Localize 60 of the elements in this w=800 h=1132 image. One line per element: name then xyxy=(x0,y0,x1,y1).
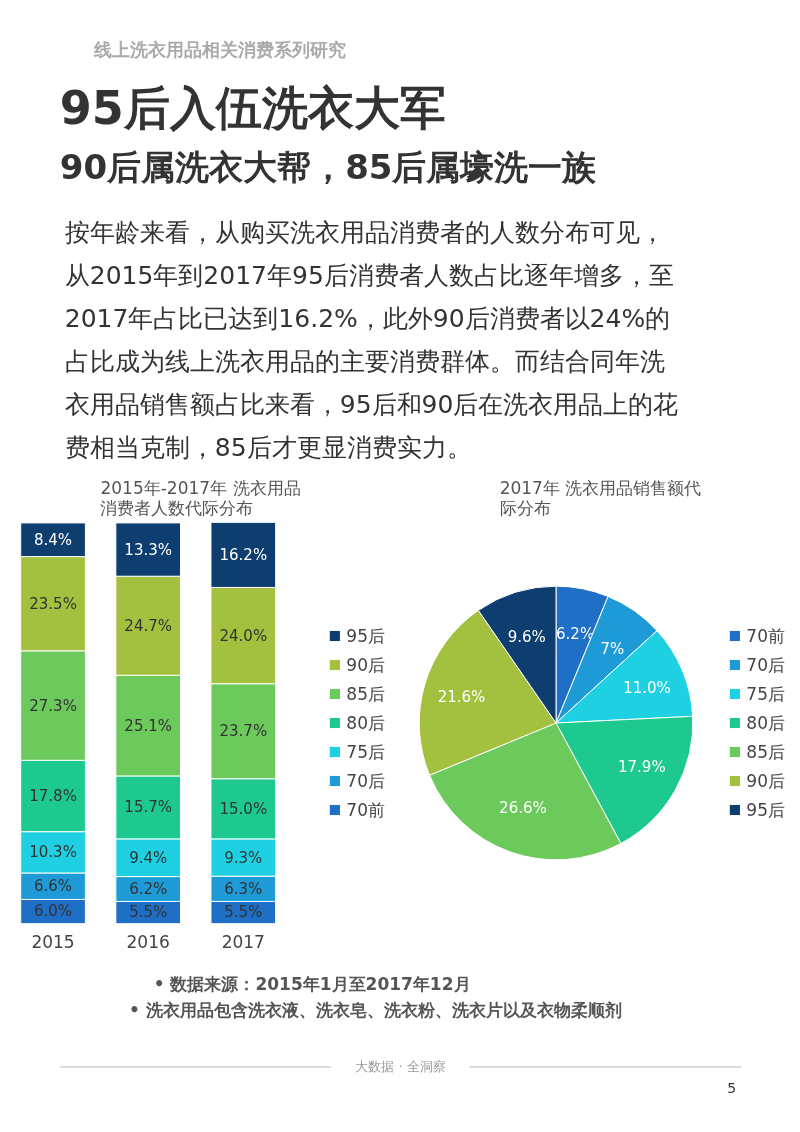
data-label: 6.6% xyxy=(34,877,73,896)
data-label: 17.9% xyxy=(617,758,666,777)
text: 从2015年到2017年95后消费者人数占比逐年增多，至 xyxy=(64,261,674,291)
text: 5 xyxy=(727,1079,737,1096)
legend-label: 70后 xyxy=(346,769,385,792)
legend-label: 85后 xyxy=(746,740,785,763)
data-label: 24.0% xyxy=(219,626,268,645)
legend-label: 90后 xyxy=(746,769,785,792)
data-label: 23.7% xyxy=(219,722,268,741)
data-label: 23.5% xyxy=(29,594,77,613)
data-label: 9.4% xyxy=(129,848,168,867)
data-label: 26.6% xyxy=(499,798,547,817)
data-label: 27.3% xyxy=(29,696,77,715)
text: • 数据来源：2015年1月至2017年12月 xyxy=(153,973,471,994)
legend-label: 95后 xyxy=(346,624,385,647)
legend-label: 90后 xyxy=(346,653,385,676)
x-tick-label: 2015 xyxy=(31,931,75,952)
legend-label: 80后 xyxy=(746,711,785,734)
text: 占比成为线上洗衣用品的主要消费群体。而结合同年洗 xyxy=(64,347,665,377)
data-label: 7% xyxy=(600,640,625,659)
data-label: 5.5% xyxy=(129,903,168,922)
data-label: 8.4% xyxy=(34,530,73,549)
text: 大数据 · 全洞察 xyxy=(355,1059,446,1075)
chart-title: 2017年 洗衣用品销售额代际分布 xyxy=(499,477,702,518)
text: 线上洗衣用品相关消费系列研究 xyxy=(93,39,347,61)
data-label: 16.2% xyxy=(219,545,268,564)
legend-label: 70前 xyxy=(746,624,785,647)
text: 90后属洗衣大帮，85后属壕洗一族 xyxy=(59,146,598,187)
text: 费相当克制，85后才更显消费实力。 xyxy=(64,433,472,463)
text: 按年龄来看，从购买洗衣用品消费者的人数分布可见， xyxy=(64,218,665,248)
data-label: 13.3% xyxy=(124,540,173,559)
data-label: 6.2% xyxy=(129,880,168,899)
legend-label: 95后 xyxy=(746,798,785,821)
x-tick-label: 2016 xyxy=(126,931,170,952)
data-label: 24.7% xyxy=(124,616,173,635)
data-label: 17.8% xyxy=(29,786,77,805)
data-label: 5.5% xyxy=(224,903,263,922)
text: 衣用品销售额占比来看，95后和90后在洗衣用品上的花 xyxy=(64,390,679,420)
data-label: 11.0% xyxy=(623,679,671,698)
data-label: 9.6% xyxy=(507,627,546,646)
data-label: 6.3% xyxy=(224,879,263,898)
data-label: 21.6% xyxy=(437,688,486,707)
text: 2017年占比已达到16.2%，此外90后消费者以24%的 xyxy=(64,304,671,334)
data-label: 6.2% xyxy=(556,625,595,644)
text: • 洗衣用品包含洗衣液、洗衣皂、洗衣粉、洗衣片以及衣物柔顺剂 xyxy=(128,1000,622,1021)
x-tick-label: 2017 xyxy=(221,931,265,952)
data-label: 25.1% xyxy=(124,716,173,735)
data-label: 6.0% xyxy=(34,902,73,921)
chart-title: 2015年-2017年 洗衣用品消费者人数代际分布 xyxy=(100,477,301,518)
legend-label: 75后 xyxy=(346,740,385,763)
data-label: 15.0% xyxy=(219,799,268,818)
legend-label: 70后 xyxy=(746,653,785,676)
legend-label: 75后 xyxy=(746,682,785,705)
data-label: 10.3% xyxy=(29,843,77,862)
legend-label: 85后 xyxy=(346,682,385,705)
legend-label: 80后 xyxy=(346,711,385,734)
data-label: 15.7% xyxy=(124,798,173,817)
legend-label: 70前 xyxy=(346,798,385,821)
text: 95后入伍洗衣大军 xyxy=(59,81,446,136)
data-label: 9.3% xyxy=(224,848,263,867)
